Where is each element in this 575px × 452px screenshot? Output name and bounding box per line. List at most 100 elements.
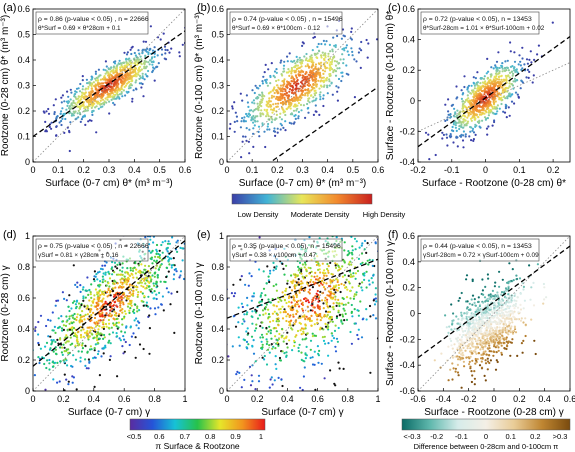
data-point [496, 90, 499, 93]
data-point [304, 323, 307, 326]
data-point [166, 250, 169, 253]
data-point [520, 79, 523, 82]
data-point [451, 323, 454, 326]
data-point [305, 78, 308, 82]
data-point [63, 131, 66, 134]
data-point [303, 366, 306, 369]
data-point [62, 324, 65, 327]
y-tick-label: 0.4 [211, 324, 224, 334]
data-point [282, 126, 285, 129]
data-point [374, 220, 376, 222]
data-point [335, 337, 339, 340]
data-point [273, 266, 276, 269]
data-point [515, 274, 518, 277]
data-point [143, 268, 146, 271]
data-point [280, 59, 283, 62]
data-point [371, 259, 374, 262]
data-point [246, 101, 249, 104]
data-point [118, 337, 121, 340]
data-point [451, 362, 454, 365]
data-point [133, 303, 136, 306]
data-point [497, 75, 500, 79]
data-point [71, 342, 74, 345]
data-point [298, 56, 301, 59]
data-point [276, 341, 279, 344]
data-point [451, 378, 454, 381]
data-point [322, 277, 325, 280]
data-point [133, 51, 136, 55]
data-point [285, 354, 288, 357]
data-point [322, 94, 325, 97]
data-point [327, 311, 330, 314]
data-point [294, 276, 297, 279]
data-point [309, 309, 312, 312]
data-point [467, 90, 470, 93]
regression-line [269, 86, 378, 162]
data-point [305, 345, 308, 348]
data-point [360, 336, 364, 339]
data-point [507, 282, 510, 285]
y-tick-label: 0 [25, 386, 30, 396]
data-point [311, 356, 314, 359]
data-point [501, 80, 504, 83]
data-point [275, 71, 278, 74]
data-point [153, 307, 157, 310]
data-point [49, 347, 52, 350]
data-point [254, 388, 257, 391]
data-point [191, 351, 193, 353]
data-point [275, 68, 278, 71]
data-point [107, 71, 110, 74]
data-point [54, 361, 57, 364]
data-point [86, 276, 89, 279]
data-point [126, 51, 129, 54]
data-point [111, 289, 115, 293]
data-point [478, 113, 481, 116]
y-tick-label: 0.2 [17, 106, 30, 116]
data-point [61, 291, 64, 294]
data-point [328, 73, 331, 76]
data-point [74, 307, 78, 310]
data-point [486, 83, 489, 86]
data-point [360, 49, 363, 52]
data-point [292, 105, 295, 108]
data-point [329, 61, 332, 64]
data-point [367, 232, 369, 234]
data-point [290, 103, 293, 106]
data-point [520, 68, 523, 71]
data-point [211, 221, 213, 223]
data-point [468, 135, 471, 138]
data-point [68, 105, 71, 108]
data-point [336, 67, 339, 70]
data-point [248, 128, 251, 131]
data-point [190, 200, 192, 202]
stats-correlation: ρ = 0.75 (p-value < 0.05) , n = 22666 [38, 243, 149, 250]
y-tick-label: 0.6 [17, 4, 30, 14]
data-point [484, 285, 487, 288]
data-point [293, 78, 296, 81]
data-point [374, 287, 377, 290]
data-point [124, 94, 127, 97]
y-tick-label: 1 [25, 231, 30, 241]
data-point [269, 269, 272, 272]
data-point [476, 81, 479, 84]
data-point [328, 64, 331, 67]
data-point [319, 290, 322, 293]
data-point [512, 279, 515, 282]
data-point [280, 299, 283, 302]
data-point [513, 77, 517, 80]
data-point [118, 62, 121, 66]
data-point [329, 369, 332, 372]
data-point [512, 67, 516, 70]
data-point [302, 332, 305, 335]
data-point [290, 327, 293, 330]
data-point [53, 325, 57, 328]
data-point [281, 74, 284, 77]
data-point [248, 113, 252, 117]
data-point [47, 335, 50, 338]
data-point [508, 76, 511, 79]
data-point [326, 86, 329, 89]
data-point [21, 390, 23, 392]
data-point [189, 270, 191, 272]
data-point [127, 63, 130, 66]
data-point [297, 82, 300, 85]
